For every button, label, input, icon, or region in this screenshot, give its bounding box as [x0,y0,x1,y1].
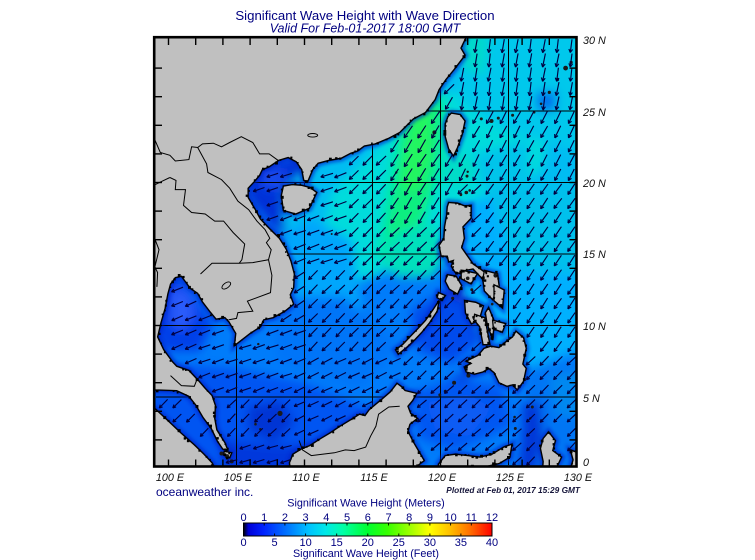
svg-text:10: 10 [299,537,311,549]
svg-text:4: 4 [323,512,329,524]
svg-text:Plotted at Feb 01, 2017 15:29: Plotted at Feb 01, 2017 15:29 GMT [446,485,581,495]
svg-text:5: 5 [344,512,350,524]
svg-text:110 E: 110 E [292,472,320,484]
svg-text:15: 15 [331,537,343,549]
svg-text:0: 0 [240,537,246,549]
svg-text:20 N: 20 N [582,178,606,190]
svg-text:100 E: 100 E [156,472,185,484]
svg-text:40: 40 [486,537,498,549]
svg-text:0: 0 [240,512,246,524]
svg-text:oceanweather inc.: oceanweather inc. [156,485,253,499]
svg-text:5 N: 5 N [583,393,600,405]
svg-text:7: 7 [385,512,391,524]
svg-text:Significant Wave Height (Feet): Significant Wave Height (Feet) [293,548,439,560]
svg-text:Valid For Feb-01-2017 18:00 GM: Valid For Feb-01-2017 18:00 GMT [270,22,462,36]
svg-text:30 N: 30 N [583,35,606,47]
svg-text:115 E: 115 E [360,472,388,484]
svg-text:1: 1 [261,512,267,524]
svg-text:6: 6 [365,512,371,524]
svg-text:25 N: 25 N [582,107,606,119]
svg-text:130 E: 130 E [564,472,593,484]
svg-text:30: 30 [424,537,436,549]
svg-text:2: 2 [282,512,288,524]
svg-text:25: 25 [393,537,405,549]
svg-text:8: 8 [406,512,412,524]
svg-text:105 E: 105 E [224,472,253,484]
svg-text:Significant Wave Height with W: Significant Wave Height with Wave Direct… [235,8,494,23]
svg-text:0: 0 [583,457,589,469]
svg-text:35: 35 [455,537,467,549]
svg-text:9: 9 [427,512,433,524]
svg-text:5: 5 [272,537,278,549]
svg-text:11: 11 [466,512,477,524]
svg-text:15 N: 15 N [583,249,606,261]
svg-text:12: 12 [486,512,498,524]
svg-text:3: 3 [303,512,309,524]
svg-text:10 N: 10 N [583,321,606,333]
svg-text:120 E: 120 E [428,472,457,484]
svg-text:Significant Wave Height (Meter: Significant Wave Height (Meters) [287,498,444,510]
svg-text:20: 20 [362,537,374,549]
svg-text:10: 10 [444,512,456,524]
svg-text:125 E: 125 E [496,472,525,484]
